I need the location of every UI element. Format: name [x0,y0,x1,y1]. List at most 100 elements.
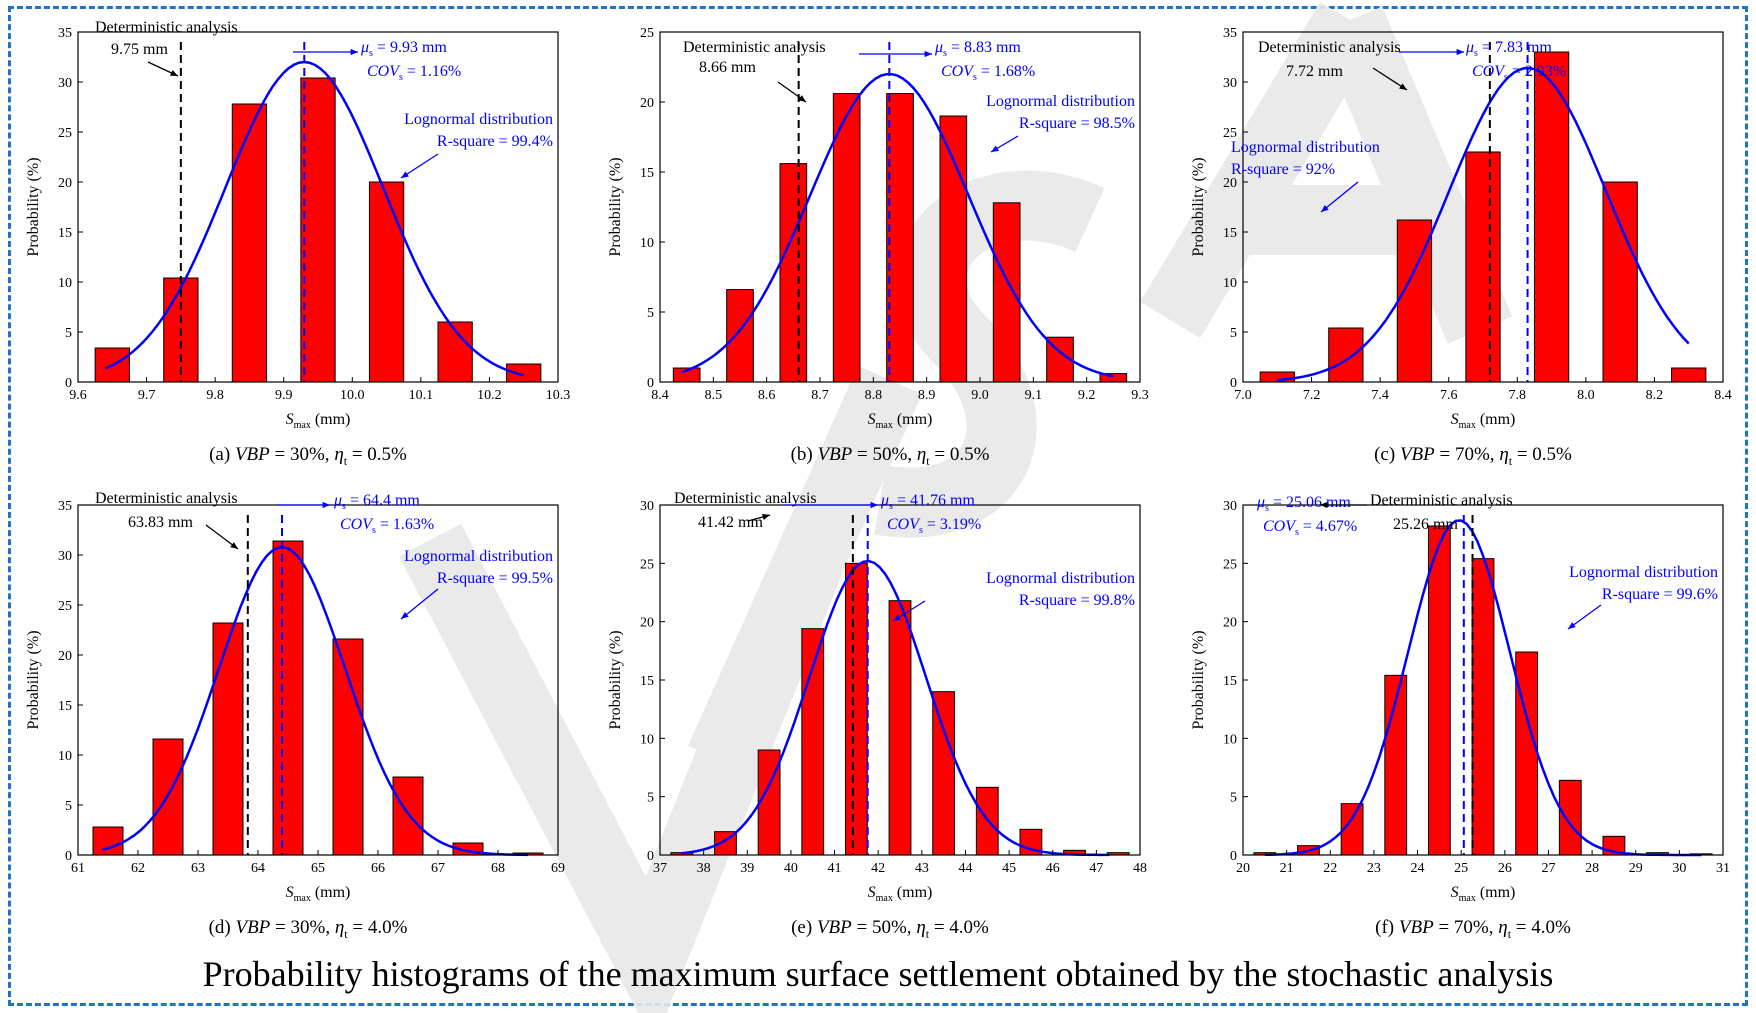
y-tick-label: 0 [647,376,654,391]
rsquare-label: R-square = 98.5% [1019,115,1135,132]
figure-title: Probability histograms of the maximum su… [202,954,1554,994]
caption-value2: = 4.0% [348,917,408,938]
x-tick-label: 8.0 [1577,388,1595,403]
y-tick-label: 25 [640,557,654,572]
y-tick-label: 25 [1223,126,1237,141]
y-tick-label: 25 [1223,557,1237,572]
rsquare-label: R-square = 99.4% [437,133,553,150]
y-axis-label: Probability (%) [1190,630,1207,729]
cov-value: = 1.16% [403,63,461,80]
bars [1259,51,1707,383]
x-axis-symbol: S [286,411,294,428]
y-tick-label: 15 [1223,226,1237,241]
x-axis-subscript: max [876,893,893,904]
fit-curve [680,72,1114,378]
x-axis-symbol: S [286,884,294,901]
deterministic-arrow-head [230,542,238,549]
bar [1259,371,1295,383]
caption-var1: VBP [235,917,270,938]
cov-subscript: s [399,72,403,83]
fit-arrow-head [401,611,409,619]
x-tick-label: 24 [1411,861,1425,876]
bar [932,691,956,856]
caption-var2: η [1498,917,1507,938]
fit-arrow-head [893,614,901,621]
fit-curve [104,60,525,377]
cov-symbol: COV [1472,63,1506,80]
mean-arrow-head [1456,48,1464,56]
deterministic-value: 25.26 mm [1393,516,1458,533]
y-tick-label: 15 [58,226,72,241]
y-axis-label: Probability (%) [25,157,42,256]
deterministic-label: Deterministic analysis [95,19,238,36]
mean-value: = 25.06 mm [1269,494,1351,511]
x-axis-label: Smax (mm) [868,884,933,904]
mean-symbol: μ [880,492,889,509]
bar [1465,151,1501,383]
fit-arrow [1320,181,1359,213]
x-tick-label: 8.2 [1646,388,1664,403]
caption-prefix: (a) [209,444,235,465]
y-tick-label: 10 [58,276,72,291]
fit-curve [681,559,1110,857]
x-axis-label: Smax (mm) [868,411,933,431]
x-tick-label: 48 [1133,861,1147,876]
mean-value: = 64.4 mm [346,492,420,509]
rsquare-label: R-square = 92% [1231,161,1335,178]
panel-caption: (f) VBP = 70%, ηt = 4.0% [1375,917,1571,941]
rsquare-label: R-square = 99.6% [1602,586,1718,603]
caption-var2: η [916,917,925,938]
y-tick-label: 5 [1230,326,1237,341]
y-tick-label: 15 [640,674,654,689]
mean-subscript: s [889,501,893,512]
cov-value: = 1.68% [977,63,1035,80]
x-tick-label: 64 [251,861,265,876]
mean-value: = 41.76 mm [893,492,975,509]
watermark-letter [1139,1,1513,344]
bar [272,540,304,856]
x-axis-subscript: max [876,420,893,431]
caption-var2: η [335,917,344,938]
y-tick-label: 15 [640,166,654,181]
bar [212,622,244,856]
cov-subscript: s [372,525,376,536]
x-tick-label: 30 [1672,861,1686,876]
bar [1602,181,1638,383]
fit-label: Lognormal distribution [986,570,1135,587]
plot-frame [77,31,559,383]
bar [392,776,424,856]
x-tick-label: 61 [71,861,85,876]
mean-value: = 8.83 mm [947,39,1021,56]
caption-var2: η [1499,444,1508,465]
x-tick-label: 9.2 [1078,388,1096,403]
y-tick-label: 10 [1223,276,1237,291]
x-tick-label: 26 [1498,861,1512,876]
mean-symbol: μ [360,39,369,56]
bar [844,562,868,856]
y-tick-label: 10 [1223,732,1237,747]
x-tick-label: 31 [1716,861,1730,876]
caption-value2: = 4.0% [929,917,989,938]
rsquare-label: R-square = 99.8% [1019,592,1135,609]
x-tick-label: 8.4 [651,388,669,403]
x-tick-label: 22 [1323,861,1337,876]
bars [94,77,542,383]
x-axis-label: Smax (mm) [1451,411,1516,431]
y-tick-label: 20 [640,96,654,111]
bar [888,600,912,856]
bar [1328,327,1364,383]
cov-subscript: s [919,525,923,536]
y-tick-label: 0 [647,849,654,864]
x-tick-label: 9.1 [1025,388,1043,403]
x-axis-symbol: S [1451,884,1459,901]
y-tick-label: 30 [58,549,72,564]
chart-panel-c: 7.0 7.2 7.4 7.6 7.8 8.0 8.2 8.4 0 5 10 15 20 25 30 35 Pr… [1190,26,1732,468]
cov-value: = 4.67% [1299,518,1357,535]
fit-curve [101,545,529,857]
x-tick-label: 21 [1280,861,1294,876]
y-tick-label: 20 [58,176,72,191]
deterministic-label: Deterministic analysis [674,490,817,507]
mean-arrow-head [870,501,878,509]
x-axis-symbol: S [868,884,876,901]
deterministic-value: 7.72 mm [1286,63,1343,80]
